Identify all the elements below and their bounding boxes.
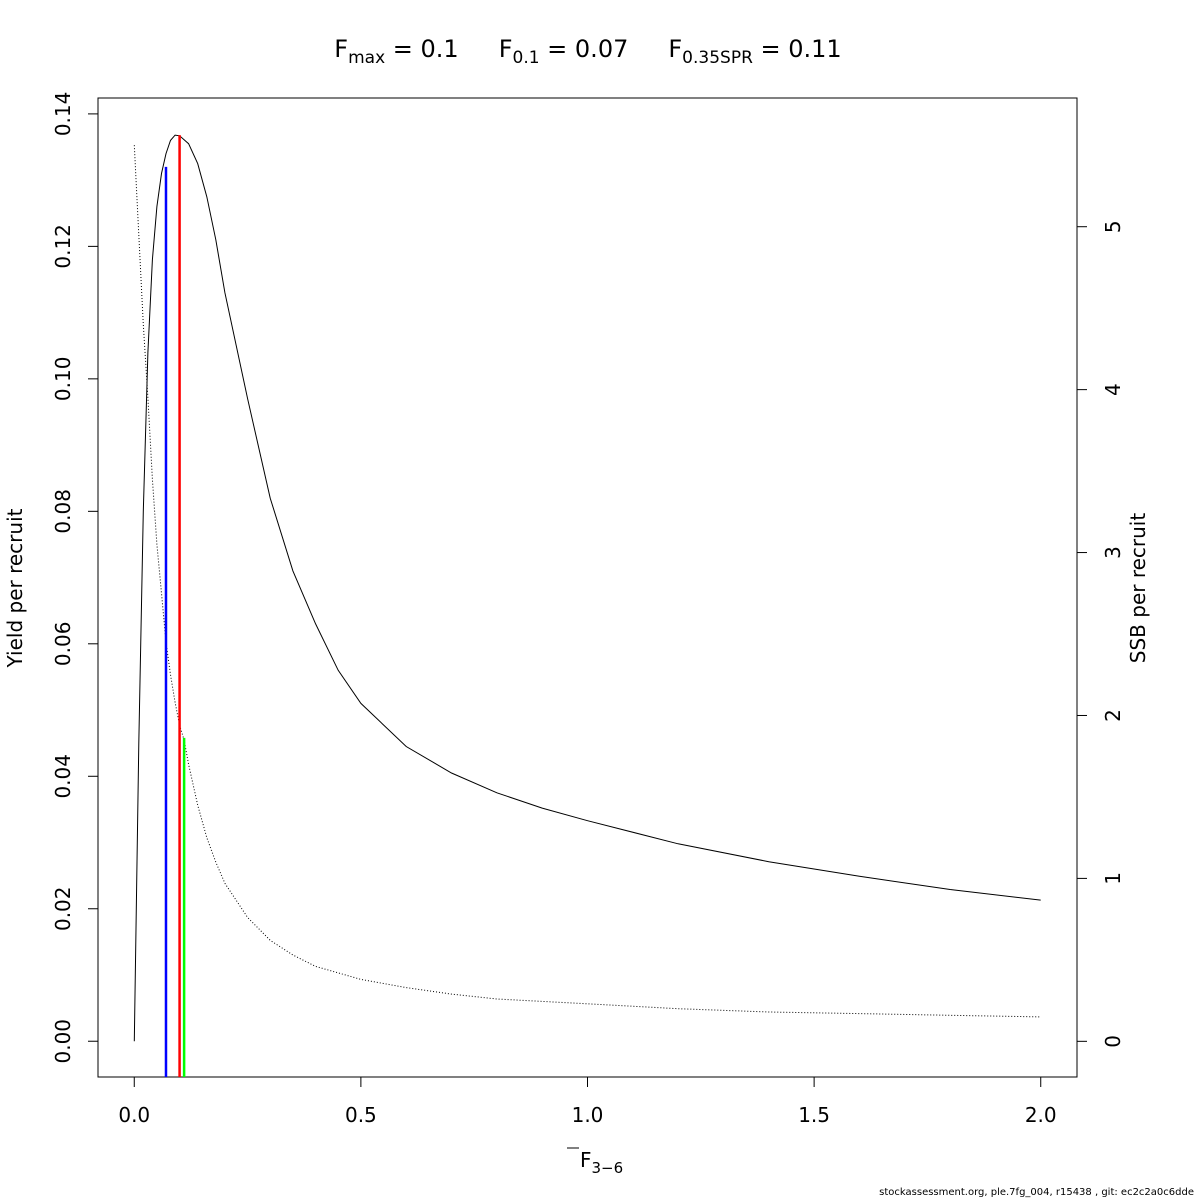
y-axis-right: 0 1 2 3 4 5 — [1077, 220, 1125, 1048]
y-left-tick-label: 0.04 — [51, 754, 75, 799]
x-tick-label: 1.0 — [572, 1103, 604, 1127]
footer-source: stockassessment.org, ple.7fg_004, r15438… — [879, 1187, 1194, 1198]
y-right-tick-label: 4 — [1101, 383, 1125, 396]
y-left-tick-label: 0.10 — [51, 357, 75, 402]
y-right-tick-label: 1 — [1101, 872, 1125, 885]
title-f01-base: F — [499, 35, 513, 63]
plot-frame — [97, 97, 1078, 1078]
curves — [133, 134, 1041, 1042]
title-f01-rest: = 0.07 — [540, 35, 629, 63]
x-tick-label: 0.0 — [118, 1103, 150, 1127]
title-fspr-base: F — [668, 35, 682, 63]
y-right-tick-label: 0 — [1101, 1035, 1125, 1048]
title-fmax-rest: = 0.1 — [385, 35, 459, 63]
title-fmax-sub: max — [348, 48, 385, 68]
y-left-tick-label: 0.02 — [51, 886, 75, 931]
y-right-tick-label: 2 — [1101, 709, 1125, 722]
title-f01-sub: 0.1 — [513, 48, 540, 68]
x-tick-label: 1.5 — [798, 1103, 830, 1127]
x-axis-label: F3−6 — [580, 1148, 623, 1177]
chart-title: Fmax = 0.1 F0.1 = 0.07 F0.35SPR = 0.11 — [334, 35, 841, 68]
yield-per-recruit-curve — [133, 134, 1041, 1042]
title-fspr-sub: 0.35SPR — [682, 48, 753, 68]
y-left-tick-label: 0.12 — [51, 224, 75, 269]
y-axis-right-label: SSB per recruit — [1126, 513, 1150, 664]
y-left-tick-label: 0.14 — [51, 92, 75, 137]
title-fmax-base: F — [334, 35, 348, 63]
title-fspr-rest: = 0.11 — [753, 35, 842, 63]
y-right-tick-label: 5 — [1101, 220, 1125, 233]
x-tick-label: 2.0 — [1025, 1103, 1057, 1127]
y-left-tick-label: 0.08 — [51, 489, 75, 534]
x-axis-label-base: F — [580, 1148, 592, 1172]
x-tick-label: 0.5 — [345, 1103, 377, 1127]
y-axis-left: 0.00 0.02 0.04 0.06 0.08 0.10 0.12 0.14 — [51, 92, 98, 1064]
y-left-tick-label: 0.06 — [51, 622, 75, 667]
y-axis-left-label: Yield per recruit — [3, 508, 27, 668]
reference-lines — [164, 135, 186, 1077]
y-left-tick-label: 0.00 — [51, 1019, 75, 1064]
x-axis-label-sub: 3−6 — [592, 1159, 624, 1177]
x-axis: 0.0 0.5 1.0 1.5 2.0 — [118, 1077, 1057, 1127]
ssb-per-recruit-curve — [133, 145, 1041, 1018]
y-right-tick-label: 3 — [1101, 546, 1125, 559]
